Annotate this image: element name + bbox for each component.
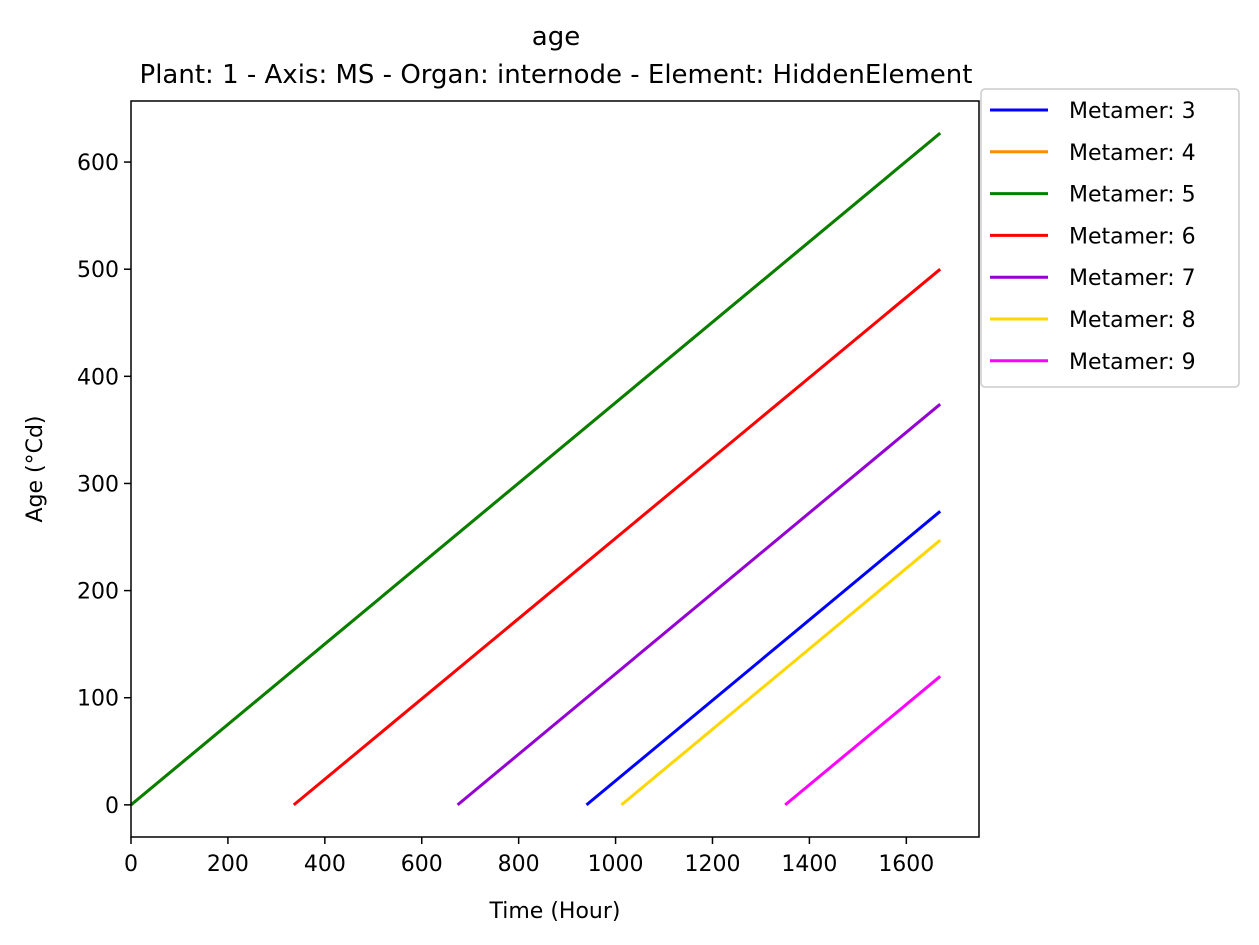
y-tick-label: 200 xyxy=(77,580,119,605)
legend-label-4: Metamer: 6 xyxy=(1069,224,1196,249)
x-tick-label: 800 xyxy=(498,852,540,877)
legend-label-3: Metamer: 5 xyxy=(1069,183,1196,208)
x-axis-ticks: 0 200 400 600 800 1000 1200 1400 1600 xyxy=(124,837,934,877)
series-line-7 xyxy=(784,675,942,807)
y-tick-label: 600 xyxy=(77,151,119,176)
legend-label-1: Metamer: 3 xyxy=(1069,99,1196,124)
y-tick-label: 0 xyxy=(105,794,119,819)
legend-label-2: Metamer: 4 xyxy=(1069,141,1196,166)
x-tick-label: 400 xyxy=(304,852,346,877)
x-tick-label: 1400 xyxy=(781,852,837,877)
legend-label-7: Metamer: 9 xyxy=(1069,350,1196,375)
legend-label-5: Metamer: 7 xyxy=(1069,266,1196,291)
chart-subtitle: Plant: 1 - Axis: MS - Organ: internode -… xyxy=(140,60,973,90)
legend-label-6: Metamer: 8 xyxy=(1069,308,1196,333)
x-axis-label: Time (Hour) xyxy=(489,899,621,924)
y-axis-label: Age (°Cd) xyxy=(23,415,48,522)
legend-items: Metamer: 3 Metamer: 4 Metamer: 5 Metamer: 6… xyxy=(990,99,1196,375)
chart-title: age xyxy=(532,22,580,52)
series-line-4 xyxy=(292,268,942,807)
series-layer xyxy=(130,131,942,807)
x-tick-label: 0 xyxy=(124,852,138,877)
series-line-1 xyxy=(585,510,942,807)
y-tick-label: 100 xyxy=(77,687,119,712)
series-line-3 xyxy=(130,131,942,807)
y-axis-ticks: 0 100 200 300 400 500 600 xyxy=(77,151,131,819)
x-tick-label: 600 xyxy=(401,852,443,877)
legend-frame xyxy=(980,88,1240,388)
x-tick-label: 1600 xyxy=(878,852,934,877)
series-line-5 xyxy=(456,403,942,807)
x-tick-label: 1200 xyxy=(684,852,740,877)
x-tick-label: 1000 xyxy=(588,852,644,877)
y-tick-label: 300 xyxy=(77,472,119,497)
series-line-6 xyxy=(620,539,942,807)
y-tick-label: 400 xyxy=(77,365,119,390)
x-tick-label: 200 xyxy=(207,852,249,877)
legend: Metamer: 3 Metamer: 4 Metamer: 5 Metamer: 6… xyxy=(980,88,1240,388)
y-tick-label: 500 xyxy=(77,258,119,283)
plot-area-frame xyxy=(130,100,980,838)
